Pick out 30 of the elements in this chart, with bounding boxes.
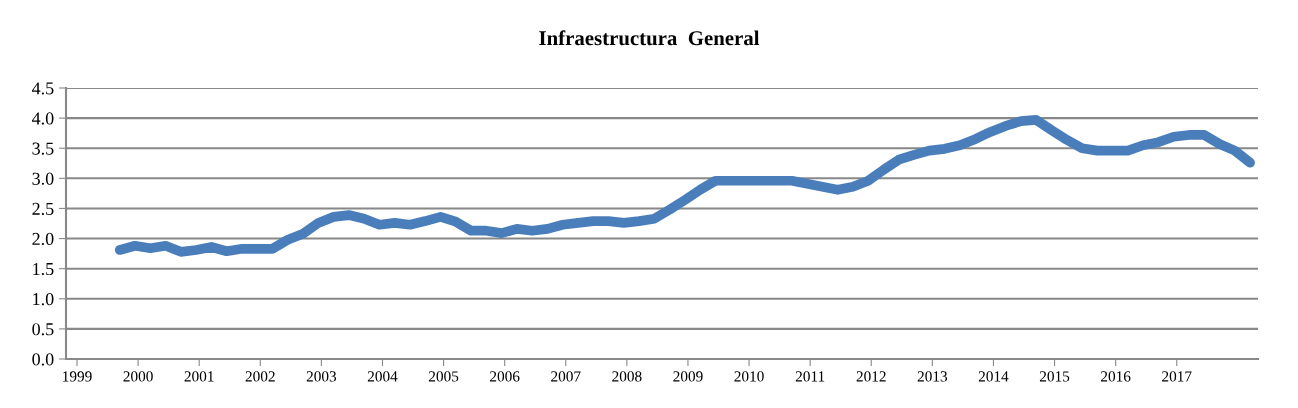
x-tick-label: 2010	[734, 371, 764, 382]
x-tick-label: 2015	[1039, 371, 1070, 382]
x-tick-label: 2008	[612, 371, 642, 382]
y-tick-label: 3.0	[32, 172, 54, 185]
x-tick-label: 2000	[123, 371, 153, 382]
x-tick-label: 2003	[306, 371, 337, 382]
x-tick-label: 2005	[428, 371, 459, 382]
x-tick-label: 2006	[490, 371, 520, 382]
y-tick-label: 0.5	[32, 323, 54, 336]
y-tick-label: 2.5	[32, 202, 54, 215]
x-tick-label: 2016	[1101, 371, 1131, 382]
x-tick-label: 2011	[795, 371, 825, 382]
x-tick-label: 2009	[673, 371, 703, 382]
x-tick-label: 2002	[245, 371, 275, 382]
y-tick-label: 3.5	[32, 142, 54, 155]
x-tick-label: 2017	[1162, 371, 1192, 382]
x-tick-label: 1999	[63, 371, 92, 382]
y-tick-label: 0.0	[32, 353, 54, 366]
x-tick-label: 2007	[551, 371, 581, 382]
y-tick-label: 4.5	[31, 82, 54, 95]
x-tick-label: 2013	[917, 371, 948, 382]
x-tick-label: 2004	[367, 371, 398, 382]
y-tick-label: 1.5	[33, 263, 54, 276]
y-tick-label: 1.0	[33, 293, 54, 306]
x-tick-label: 2001	[184, 371, 214, 382]
x-tick-label: 2014	[978, 371, 1009, 382]
y-tick-label: 4.0	[31, 112, 54, 125]
chart-title: Infraestructura General	[539, 30, 760, 46]
y-tick-label: 2.0	[32, 232, 54, 246]
x-tick-label: 2012	[856, 371, 886, 382]
